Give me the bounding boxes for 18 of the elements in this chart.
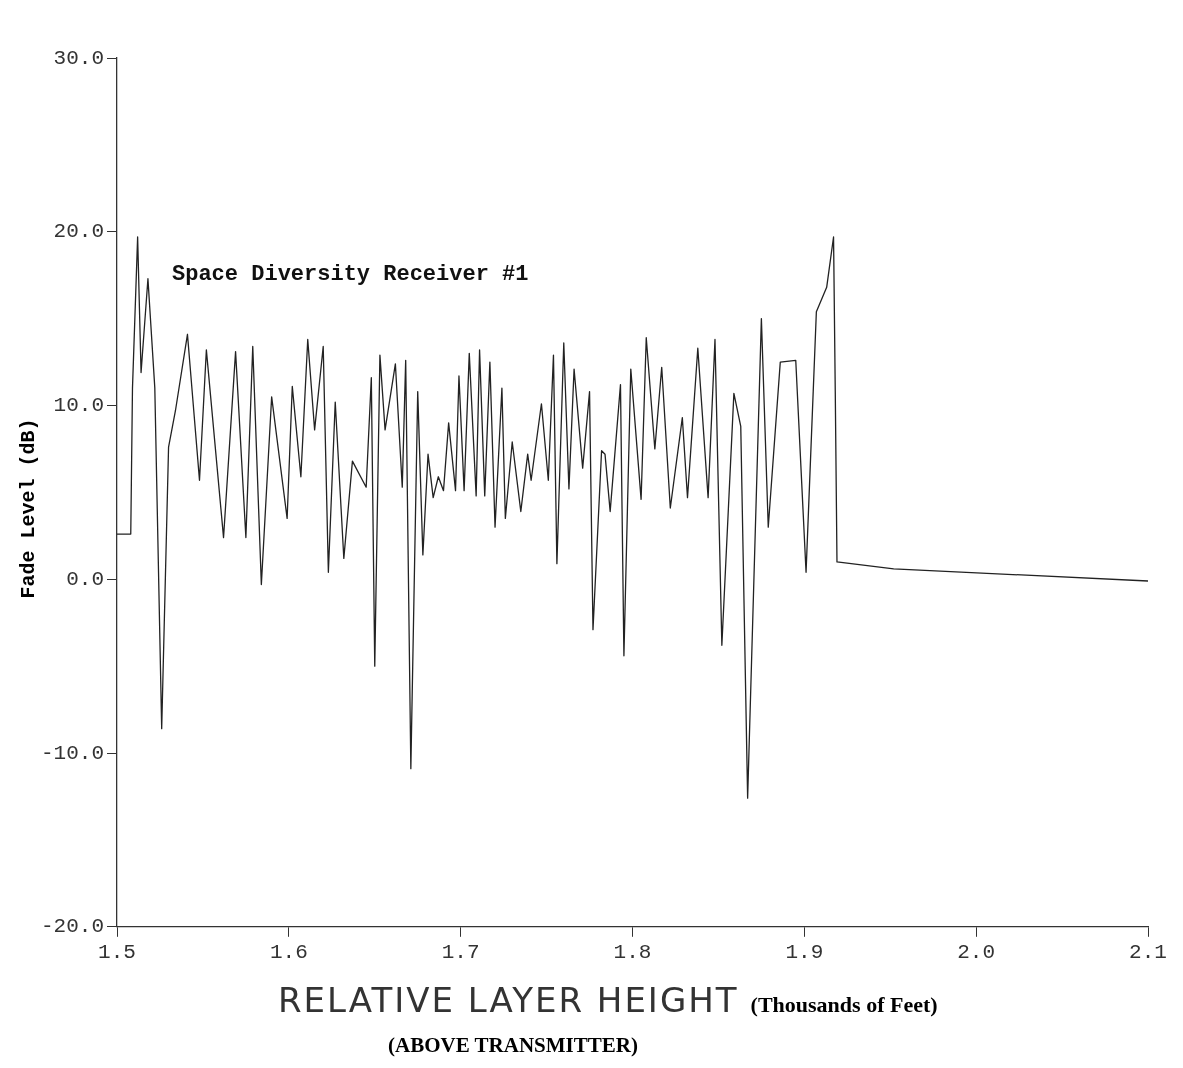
y-tick-label: 0.0 [66,567,105,591]
x-tick-label: 2.0 [957,940,996,964]
x-tick-label: 1.7 [441,940,480,964]
y-tick-label: 30.0 [53,46,105,70]
x-tick-label: 1.8 [613,940,652,964]
series-label: Space Diversity Receiver #1 [172,261,529,287]
y-axis-title: Fade Level (dB) [16,417,40,599]
x-tick-label: 1.9 [785,940,824,964]
x-axis-title: RELATIVE LAYER HEIGHT [278,980,739,1020]
y-tick-label: -10.0 [40,741,105,765]
y-tick-label: -20.0 [40,915,105,939]
y-tick-label: 20.0 [53,220,105,244]
x-tick-label: 1.5 [98,940,136,964]
text: (Thousands of Feet) [750,992,938,1018]
x-tick-label: 2.1 [1129,940,1167,964]
text: (ABOVE TRANSMITTER) [388,1033,638,1058]
y-tick-label: 10.0 [53,394,105,418]
x-tick-label: 1.6 [269,940,308,964]
